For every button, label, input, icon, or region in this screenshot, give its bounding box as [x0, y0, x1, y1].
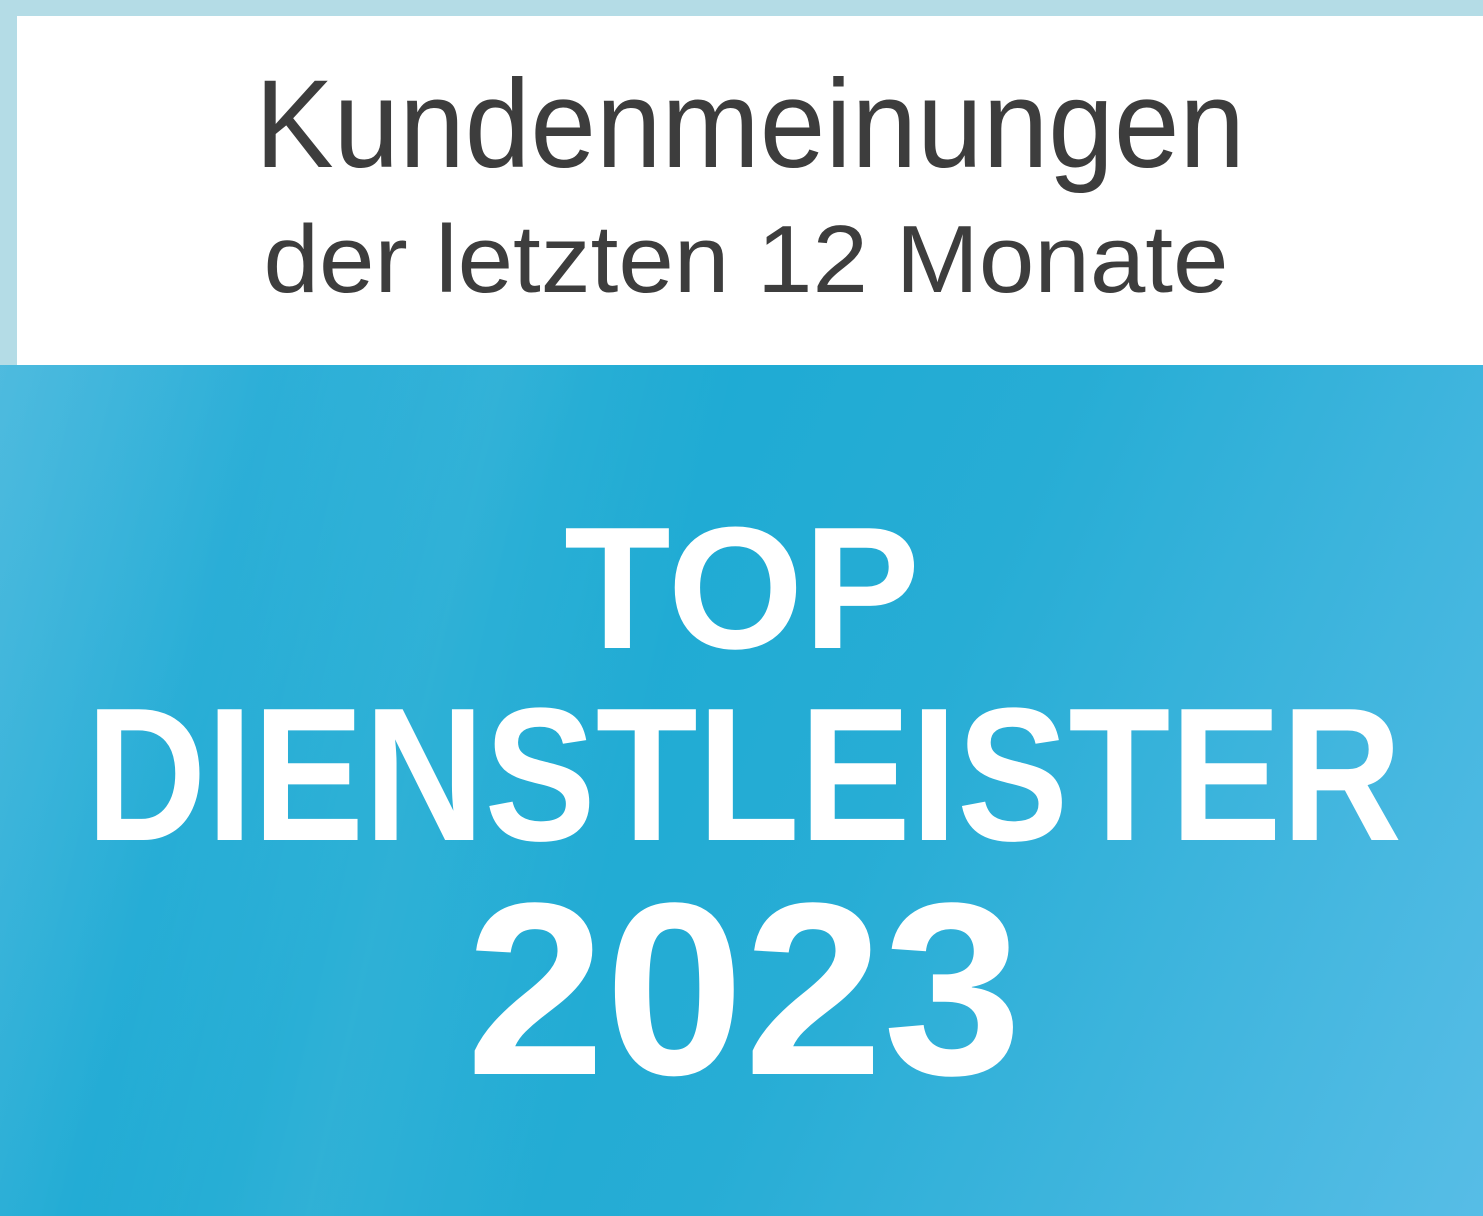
- award-year: 2023: [466, 852, 1022, 1127]
- award-line-dienstleister: DIENSTLEISTER: [86, 669, 1402, 881]
- header-text-layer: Kundenmeinungen der letzten 12 Monate: [255, 55, 1245, 313]
- header-subtitle: der letzten 12 Monate: [264, 206, 1229, 313]
- header-title: Kundenmeinungen: [255, 55, 1245, 194]
- header-panel: [17, 16, 1483, 365]
- award-line-top: TOP: [564, 490, 920, 685]
- award-text-layer: TOP DIENSTLEISTER 2023: [86, 490, 1402, 1127]
- award-panel: [0, 365, 1483, 1216]
